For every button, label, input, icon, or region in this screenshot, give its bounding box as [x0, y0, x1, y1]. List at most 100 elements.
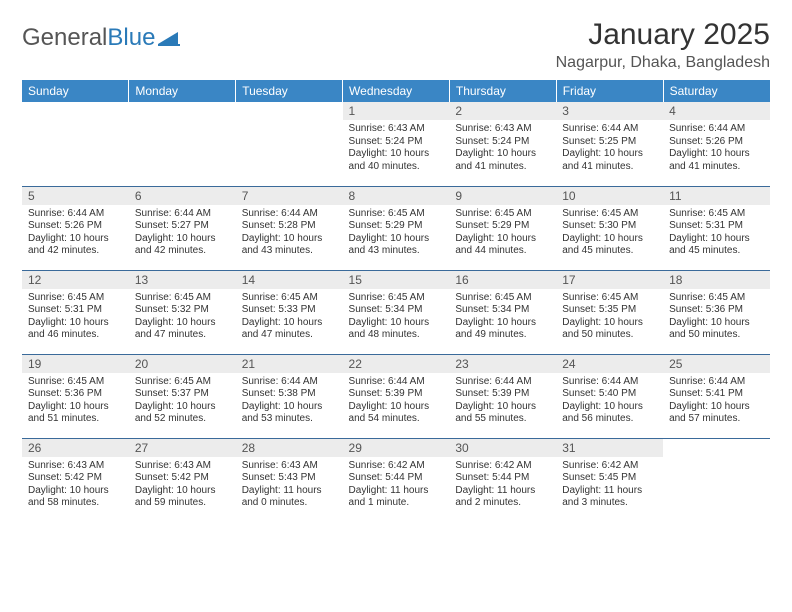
weekday-header: Sunday	[22, 80, 129, 102]
daylight-line-1: Daylight: 10 hours	[455, 401, 550, 414]
day-number: 24	[556, 355, 663, 373]
day-number: 9	[449, 187, 556, 205]
day-number: 6	[129, 187, 236, 205]
weekday-header: Friday	[556, 80, 663, 102]
daylight-line-1: Daylight: 11 hours	[242, 485, 337, 498]
day-details: Sunrise: 6:45 AMSunset: 5:29 PMDaylight:…	[343, 205, 450, 262]
day-number: 12	[22, 271, 129, 289]
location-subtitle: Nagarpur, Dhaka, Bangladesh	[556, 54, 770, 72]
daylight-line-1: Daylight: 10 hours	[135, 317, 230, 330]
sunset-line: Sunset: 5:26 PM	[28, 220, 123, 233]
calendar-day-cell: 21Sunrise: 6:44 AMSunset: 5:38 PMDayligh…	[236, 354, 343, 438]
calendar-week-row: 5Sunrise: 6:44 AMSunset: 5:26 PMDaylight…	[22, 186, 770, 270]
day-details: Sunrise: 6:43 AMSunset: 5:24 PMDaylight:…	[343, 120, 450, 177]
day-number: 20	[129, 355, 236, 373]
daylight-line-1: Daylight: 10 hours	[669, 317, 764, 330]
daylight-line-2: and 49 minutes.	[455, 329, 550, 342]
sunrise-line: Sunrise: 6:45 AM	[242, 292, 337, 305]
calendar-day-cell: ..	[236, 102, 343, 186]
sunset-line: Sunset: 5:26 PM	[669, 136, 764, 149]
calendar-table: Sunday Monday Tuesday Wednesday Thursday…	[22, 80, 770, 522]
daylight-line-2: and 44 minutes.	[455, 245, 550, 258]
brand-logo: GeneralBlue	[22, 24, 180, 52]
day-details: Sunrise: 6:43 AMSunset: 5:42 PMDaylight:…	[22, 457, 129, 514]
day-number: 8	[343, 187, 450, 205]
sunrise-line: Sunrise: 6:43 AM	[28, 460, 123, 473]
sunset-line: Sunset: 5:25 PM	[562, 136, 657, 149]
calendar-week-row: 26Sunrise: 6:43 AMSunset: 5:42 PMDayligh…	[22, 438, 770, 522]
weekday-header: Tuesday	[236, 80, 343, 102]
calendar-day-cell: 16Sunrise: 6:45 AMSunset: 5:34 PMDayligh…	[449, 270, 556, 354]
sunrise-line: Sunrise: 6:44 AM	[28, 208, 123, 221]
daylight-line-1: Daylight: 10 hours	[669, 148, 764, 161]
daylight-line-1: Daylight: 10 hours	[669, 233, 764, 246]
weekday-header: Wednesday	[343, 80, 450, 102]
daylight-line-2: and 42 minutes.	[28, 245, 123, 258]
daylight-line-2: and 58 minutes.	[28, 497, 123, 510]
sunset-line: Sunset: 5:38 PM	[242, 388, 337, 401]
sunset-line: Sunset: 5:43 PM	[242, 472, 337, 485]
daylight-line-2: and 42 minutes.	[135, 245, 230, 258]
day-details: Sunrise: 6:45 AMSunset: 5:31 PMDaylight:…	[22, 289, 129, 346]
calendar-week-row: ......1Sunrise: 6:43 AMSunset: 5:24 PMDa…	[22, 102, 770, 186]
sunset-line: Sunset: 5:45 PM	[562, 472, 657, 485]
sunset-line: Sunset: 5:39 PM	[349, 388, 444, 401]
day-details: Sunrise: 6:45 AMSunset: 5:31 PMDaylight:…	[663, 205, 770, 262]
brand-name: GeneralBlue	[22, 24, 155, 52]
daylight-line-2: and 45 minutes.	[669, 245, 764, 258]
calendar-day-cell: 17Sunrise: 6:45 AMSunset: 5:35 PMDayligh…	[556, 270, 663, 354]
day-number: 16	[449, 271, 556, 289]
day-details: Sunrise: 6:43 AMSunset: 5:42 PMDaylight:…	[129, 457, 236, 514]
sunrise-line: Sunrise: 6:45 AM	[135, 376, 230, 389]
daylight-line-1: Daylight: 10 hours	[28, 233, 123, 246]
sunset-line: Sunset: 5:37 PM	[135, 388, 230, 401]
day-details: Sunrise: 6:45 AMSunset: 5:30 PMDaylight:…	[556, 205, 663, 262]
daylight-line-1: Daylight: 10 hours	[455, 233, 550, 246]
calendar-day-cell: 4Sunrise: 6:44 AMSunset: 5:26 PMDaylight…	[663, 102, 770, 186]
day-number: 1	[343, 102, 450, 120]
calendar-day-cell: 24Sunrise: 6:44 AMSunset: 5:40 PMDayligh…	[556, 354, 663, 438]
day-number: 11	[663, 187, 770, 205]
sunset-line: Sunset: 5:44 PM	[455, 472, 550, 485]
daylight-line-2: and 1 minute.	[349, 497, 444, 510]
sail-icon	[158, 30, 180, 46]
daylight-line-1: Daylight: 10 hours	[562, 401, 657, 414]
daylight-line-1: Daylight: 10 hours	[562, 148, 657, 161]
calendar-day-cell: 14Sunrise: 6:45 AMSunset: 5:33 PMDayligh…	[236, 270, 343, 354]
sunset-line: Sunset: 5:40 PM	[562, 388, 657, 401]
sunset-line: Sunset: 5:36 PM	[28, 388, 123, 401]
calendar-day-cell: 1Sunrise: 6:43 AMSunset: 5:24 PMDaylight…	[343, 102, 450, 186]
sunset-line: Sunset: 5:24 PM	[349, 136, 444, 149]
calendar-day-cell: 3Sunrise: 6:44 AMSunset: 5:25 PMDaylight…	[556, 102, 663, 186]
sunset-line: Sunset: 5:42 PM	[135, 472, 230, 485]
day-number: 2	[449, 102, 556, 120]
calendar-day-cell: 5Sunrise: 6:44 AMSunset: 5:26 PMDaylight…	[22, 186, 129, 270]
daylight-line-1: Daylight: 11 hours	[349, 485, 444, 498]
weekday-header-row: Sunday Monday Tuesday Wednesday Thursday…	[22, 80, 770, 102]
calendar-day-cell: 18Sunrise: 6:45 AMSunset: 5:36 PMDayligh…	[663, 270, 770, 354]
daylight-line-1: Daylight: 10 hours	[242, 401, 337, 414]
day-number: 29	[343, 439, 450, 457]
daylight-line-2: and 0 minutes.	[242, 497, 337, 510]
daylight-line-1: Daylight: 10 hours	[28, 401, 123, 414]
day-details: Sunrise: 6:45 AMSunset: 5:32 PMDaylight:…	[129, 289, 236, 346]
daylight-line-2: and 54 minutes.	[349, 413, 444, 426]
calendar-day-cell: 28Sunrise: 6:43 AMSunset: 5:43 PMDayligh…	[236, 438, 343, 522]
sunset-line: Sunset: 5:31 PM	[669, 220, 764, 233]
day-number: 18	[663, 271, 770, 289]
calendar-day-cell: 13Sunrise: 6:45 AMSunset: 5:32 PMDayligh…	[129, 270, 236, 354]
daylight-line-1: Daylight: 10 hours	[562, 233, 657, 246]
calendar-day-cell: 25Sunrise: 6:44 AMSunset: 5:41 PMDayligh…	[663, 354, 770, 438]
day-details: Sunrise: 6:44 AMSunset: 5:25 PMDaylight:…	[556, 120, 663, 177]
sunrise-line: Sunrise: 6:44 AM	[242, 376, 337, 389]
daylight-line-1: Daylight: 10 hours	[349, 401, 444, 414]
day-details: Sunrise: 6:45 AMSunset: 5:37 PMDaylight:…	[129, 373, 236, 430]
sunrise-line: Sunrise: 6:45 AM	[562, 208, 657, 221]
daylight-line-1: Daylight: 10 hours	[669, 401, 764, 414]
calendar-day-cell: ..	[129, 102, 236, 186]
calendar-day-cell: 12Sunrise: 6:45 AMSunset: 5:31 PMDayligh…	[22, 270, 129, 354]
day-details: Sunrise: 6:44 AMSunset: 5:39 PMDaylight:…	[449, 373, 556, 430]
day-details: Sunrise: 6:43 AMSunset: 5:24 PMDaylight:…	[449, 120, 556, 177]
sunrise-line: Sunrise: 6:44 AM	[349, 376, 444, 389]
daylight-line-1: Daylight: 10 hours	[562, 317, 657, 330]
